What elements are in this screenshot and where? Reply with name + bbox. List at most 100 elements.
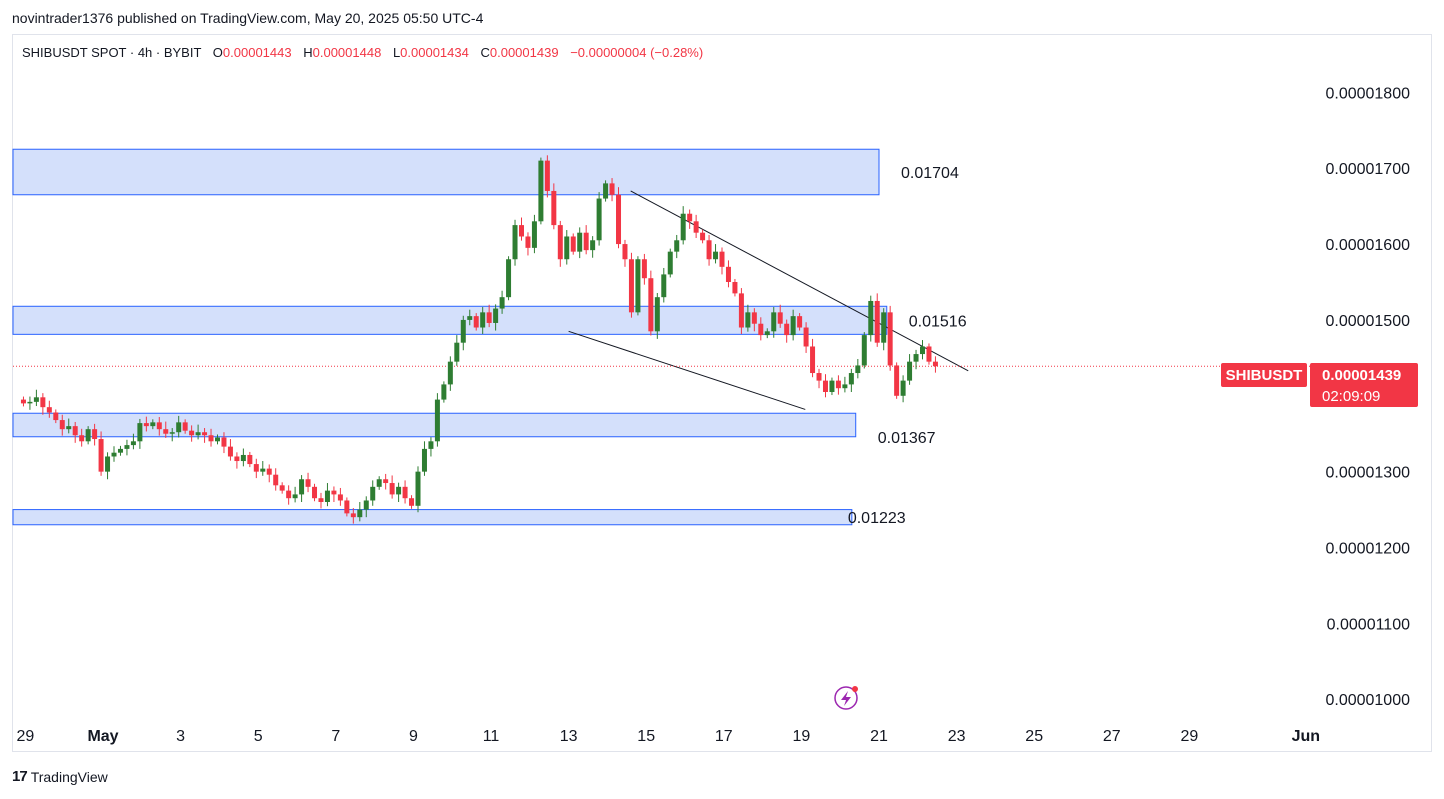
zone-box xyxy=(12,412,857,438)
candle-body xyxy=(900,380,906,396)
candle-body xyxy=(771,312,777,332)
chart-frame[interactable] xyxy=(12,34,1432,752)
y-tick-label: 0.00001100 xyxy=(1327,616,1410,633)
zone-label: 0.01516 xyxy=(909,313,967,330)
candle-body xyxy=(318,498,324,502)
candle-body xyxy=(98,439,104,472)
candle-body xyxy=(247,454,253,465)
legend-open-label: O xyxy=(212,45,223,60)
candle-body xyxy=(635,259,641,313)
candle-body xyxy=(784,323,790,336)
x-tick-label: 27 xyxy=(1103,728,1121,745)
candle-body xyxy=(628,259,634,313)
candle-body xyxy=(713,251,719,260)
legend-high-label: H xyxy=(303,45,313,60)
candle-body xyxy=(460,319,466,343)
zones-layer: 0.01704 0.01516 0.01367 0.01223 xyxy=(12,148,967,527)
candle-body xyxy=(92,429,98,440)
candle-body xyxy=(693,221,699,233)
x-tick-label: 21 xyxy=(870,728,888,745)
x-tick-label: 5 xyxy=(254,728,263,745)
candle-body xyxy=(163,429,169,434)
candle-body xyxy=(415,471,421,506)
candle-body xyxy=(855,365,861,374)
candle-body xyxy=(227,446,233,457)
candle-body xyxy=(525,236,531,248)
candle-body xyxy=(913,354,919,362)
trendline-upper xyxy=(630,190,969,372)
lightning-icon[interactable] xyxy=(834,686,858,710)
candle-body xyxy=(312,486,318,499)
candle-body xyxy=(20,399,26,404)
candle-body xyxy=(506,259,512,298)
candle-body xyxy=(292,494,298,499)
candle-body xyxy=(59,420,65,430)
candle-body xyxy=(803,327,809,347)
candle-body xyxy=(674,240,680,252)
candle-body xyxy=(544,160,550,191)
candle-body xyxy=(389,483,395,495)
candle-body xyxy=(156,422,162,430)
candle-body xyxy=(370,486,376,501)
candle-body xyxy=(616,194,622,245)
candle-body xyxy=(421,448,427,472)
candle-body xyxy=(732,282,738,294)
candle-body xyxy=(454,342,460,362)
candle-body xyxy=(376,479,382,487)
candle-body xyxy=(829,380,835,392)
candle-body xyxy=(117,448,123,453)
candle-body xyxy=(286,490,292,499)
candle-body xyxy=(253,464,259,472)
candle-body xyxy=(868,300,874,336)
candle-body xyxy=(738,293,744,328)
y-tick-label: 0.00001200 xyxy=(1325,541,1410,558)
candle-body xyxy=(337,494,343,501)
candle-body xyxy=(130,441,136,446)
candle-body xyxy=(700,232,706,241)
candle-body xyxy=(557,225,563,260)
candle-body xyxy=(745,312,751,328)
candle-body xyxy=(279,485,285,491)
x-tick-label: 23 xyxy=(948,728,966,745)
zone-box xyxy=(12,148,880,196)
candle-body xyxy=(137,423,143,442)
candle-body xyxy=(273,474,279,486)
candle-body xyxy=(150,422,156,427)
legend-open-value: 0.00001443 xyxy=(222,45,292,60)
candle-body xyxy=(240,454,246,462)
zone-label: 0.01704 xyxy=(901,165,959,182)
y-tick-label: 0.00001300 xyxy=(1325,465,1410,482)
candle-body xyxy=(810,346,816,374)
candle-body xyxy=(499,297,505,309)
candle-body xyxy=(680,213,686,241)
zone-box xyxy=(12,509,853,526)
candle-body xyxy=(124,445,130,449)
candle-body xyxy=(46,407,52,413)
candle-body xyxy=(447,361,453,385)
candle-body xyxy=(641,259,647,279)
candle-body xyxy=(758,323,764,336)
candle-body xyxy=(111,452,117,457)
trendlines-layer xyxy=(568,190,969,410)
candle-body xyxy=(473,316,479,328)
candle-body xyxy=(72,426,78,436)
candle-body xyxy=(797,316,803,328)
candle-body xyxy=(603,183,609,199)
candle-body xyxy=(266,468,272,475)
candle-body xyxy=(596,198,602,241)
trendline-lower xyxy=(568,330,806,410)
candle-body xyxy=(66,426,72,430)
candle-body xyxy=(350,513,356,518)
candle-body xyxy=(221,437,227,447)
candle-body xyxy=(480,312,486,328)
candle-body xyxy=(402,486,408,499)
candle-body xyxy=(725,266,731,282)
candle-body xyxy=(654,297,660,332)
candle-body xyxy=(409,498,415,506)
legend-change: −0.00000004 (−0.28%) xyxy=(570,45,704,60)
x-tick-label: 17 xyxy=(715,728,733,745)
candle-body xyxy=(661,274,667,298)
x-tick-label: 3 xyxy=(176,728,185,745)
candle-body xyxy=(790,316,796,336)
